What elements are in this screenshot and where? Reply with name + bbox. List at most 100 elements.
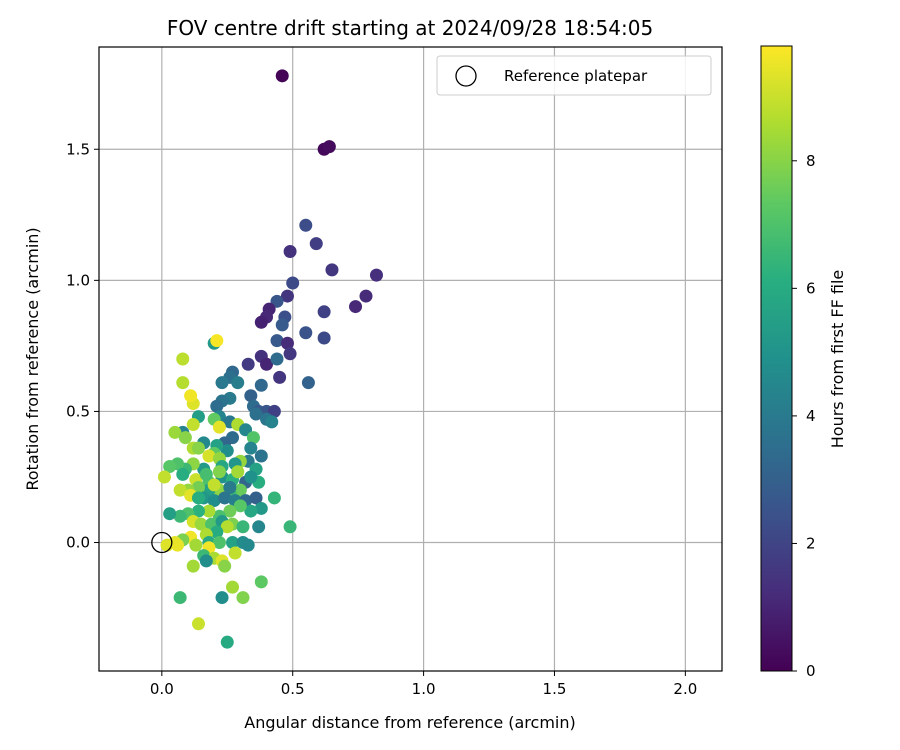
legend-box xyxy=(436,55,712,96)
data-point xyxy=(275,69,289,83)
data-point xyxy=(218,491,232,505)
data-point xyxy=(249,491,263,505)
data-point xyxy=(267,404,281,418)
data-point xyxy=(244,504,258,518)
data-point xyxy=(231,376,245,390)
colorbar-tick-label: 6 xyxy=(806,279,816,297)
x-axis-label: Angular distance from reference (arcmin) xyxy=(244,713,575,732)
data-point xyxy=(275,318,289,332)
data-point xyxy=(273,370,287,384)
data-point xyxy=(226,580,239,594)
data-point xyxy=(322,140,336,154)
data-point xyxy=(191,441,205,455)
x-tick-label: 0.0 xyxy=(150,680,174,698)
data-point xyxy=(226,536,239,550)
data-point xyxy=(286,276,300,290)
data-point xyxy=(254,501,268,515)
data-point xyxy=(207,478,221,492)
data-point xyxy=(299,326,313,340)
data-point xyxy=(236,591,250,605)
data-point xyxy=(280,336,294,350)
data-point xyxy=(186,559,200,573)
data-point xyxy=(210,334,224,348)
data-point xyxy=(244,441,258,455)
data-point xyxy=(299,218,313,232)
data-point xyxy=(210,399,224,413)
data-point xyxy=(233,483,247,497)
y-tick-label: 1.5 xyxy=(66,140,90,158)
data-point xyxy=(228,546,242,560)
y-tick-label: 0.0 xyxy=(66,534,90,552)
data-point xyxy=(244,389,258,403)
data-point xyxy=(191,504,205,518)
colorbar: 0 2 4 6 8 Hours from first FF file xyxy=(760,45,847,680)
data-point xyxy=(270,294,284,308)
data-points xyxy=(157,69,383,649)
y-tick-label: 0.5 xyxy=(66,402,90,420)
colorbar-tick-label: 8 xyxy=(806,152,816,170)
data-point xyxy=(317,305,331,319)
x-tick-label: 1.0 xyxy=(412,680,436,698)
data-point xyxy=(270,352,284,366)
data-point xyxy=(283,347,297,361)
data-point xyxy=(191,491,205,505)
data-point xyxy=(260,357,274,371)
data-point xyxy=(267,491,281,505)
data-point xyxy=(254,378,268,392)
data-point xyxy=(309,237,323,251)
data-point xyxy=(173,483,187,497)
data-point xyxy=(202,504,216,518)
colorbar-tick-label: 2 xyxy=(806,534,816,552)
y-tick-label: 1.0 xyxy=(66,271,90,289)
data-point xyxy=(246,431,260,445)
x-axis-ticks: 0.0 0.5 1.0 1.5 2.0 xyxy=(150,671,697,698)
data-point xyxy=(163,459,177,473)
data-point xyxy=(184,389,198,403)
legend-entry-reference: Reference platepar xyxy=(504,67,648,85)
colorbar-tick-label: 0 xyxy=(806,662,816,680)
data-point xyxy=(301,376,315,390)
data-point xyxy=(349,300,363,314)
data-point xyxy=(212,420,226,434)
reference-platepar-marker xyxy=(151,531,173,554)
data-point xyxy=(241,538,255,552)
data-point xyxy=(215,591,229,605)
data-point xyxy=(157,470,171,484)
data-point xyxy=(283,520,297,534)
colorbar-gradient xyxy=(760,45,793,672)
data-point xyxy=(178,431,192,445)
data-point xyxy=(325,263,339,277)
colorbar-label: Hours from first FF file xyxy=(828,270,847,449)
data-point xyxy=(207,494,221,508)
chart-title: FOV centre drift starting at 2024/09/28 … xyxy=(167,16,653,40)
legend-reference-marker xyxy=(455,65,477,87)
data-point xyxy=(231,465,245,479)
data-point xyxy=(212,536,226,550)
colorbar-ticks: 0 2 4 6 8 xyxy=(792,152,816,680)
data-point xyxy=(163,507,177,521)
data-point xyxy=(244,470,258,484)
x-tick-label: 1.5 xyxy=(543,680,567,698)
x-tick-label: 0.5 xyxy=(281,680,305,698)
plot-frame xyxy=(98,46,723,672)
y-axis-ticks: 0.0 0.5 1.0 1.5 xyxy=(66,140,99,552)
data-point xyxy=(241,357,255,371)
data-point xyxy=(173,591,187,605)
plot-background xyxy=(99,47,722,671)
data-point xyxy=(194,517,208,531)
data-point xyxy=(189,538,203,552)
data-point xyxy=(254,449,268,463)
data-point xyxy=(173,509,187,523)
data-point xyxy=(265,415,279,429)
data-point xyxy=(254,315,268,329)
data-point xyxy=(171,538,185,552)
data-point xyxy=(191,480,205,494)
data-point xyxy=(210,525,224,539)
data-point xyxy=(202,449,216,463)
data-point xyxy=(220,635,234,649)
data-point xyxy=(218,559,232,573)
data-point xyxy=(186,418,200,432)
data-point xyxy=(317,331,331,345)
data-point xyxy=(220,520,234,534)
